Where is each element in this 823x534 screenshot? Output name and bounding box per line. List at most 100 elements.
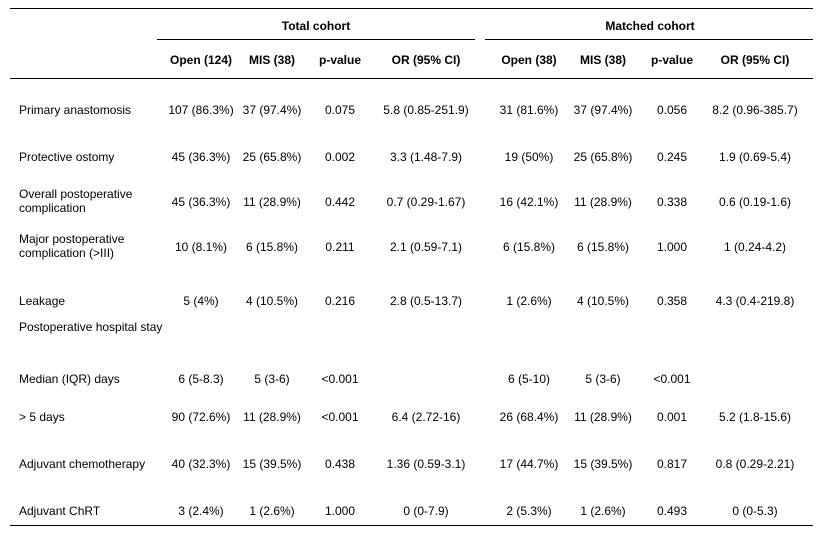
table-cell: 45 (36.3%) [171,150,231,164]
row-label-line: Major postoperative [19,232,125,246]
row-label: Adjuvant ChRT [19,504,100,518]
table-cell: 40 (32.3%) [171,457,231,471]
row-label: Adjuvant chemotherapy [19,457,145,471]
table-cell: 1.000 [324,504,356,518]
table-cell: 0.056 [656,103,688,117]
row-label-line: Leakage [19,294,66,308]
table-cell: 1 (0.24-4.2) [723,240,787,254]
header-rule [10,78,813,79]
table-cell: 0.211 [325,240,355,254]
table-cell: 4 (10.5%) [576,294,630,308]
row-label-line: complication (>III) [19,246,115,260]
row-label: Leakage [19,294,65,308]
table-cell: 11 (28.9%) [574,410,632,424]
table-cell: 6 (5-10) [507,372,551,386]
col-header: MIS (38) [248,53,296,67]
table-cell: 0.8 (0.29-2.21) [715,457,795,471]
table-cell: 17 (44.7%) [499,457,559,471]
row-label: Overall postoperative complication [19,187,132,215]
col-header: OR (95% CI) [720,53,790,67]
table-cell: 25 (65.8%) [242,150,302,164]
table-cell: 1 (2.6%) [249,504,295,518]
group-rule-total [157,39,475,40]
bottom-rule [10,525,813,526]
table-cell: 0.075 [324,103,356,117]
group-header-matched: Matched cohort [605,19,695,33]
table-cell: 15 (39.5%) [242,457,302,471]
row-label-line: Primary anastomosis [19,103,132,117]
table-cell: 37 (97.4%) [242,103,302,117]
row-label-line: Protective ostomy [19,150,115,164]
table-cell: 2.8 (0.5-13.7) [389,294,463,308]
table-cell: 31 (81.6%) [499,103,559,117]
table-cell: 2 (5.3%) [506,504,552,518]
table-cell: 0.438 [324,457,356,471]
table-cell: 26 (68.4%) [499,410,559,424]
table-cell: 0.7 (0.29-1.67) [386,195,466,209]
table-cell: 6.4 (2.72-16) [391,410,461,424]
table-cell: 0 (0-7.9) [403,504,449,518]
table-cell: 0.245 [656,150,688,164]
row-label-line: > 5 days [19,410,65,424]
table-cell: 45 (36.3%) [171,195,231,209]
table-cell: 1.36 (0.59-3.1) [386,457,466,471]
table-cell: 3 (2.4%) [178,504,224,518]
table-cell: 6 (5-8.3) [178,372,224,386]
results-table: Total cohort Matched cohort Open (124) M… [10,8,813,526]
table-cell: 107 (86.3%) [168,103,234,117]
table-cell: 0.442 [324,195,356,209]
col-header: MIS (38) [579,53,627,67]
table-cell: 0.338 [656,195,688,209]
table-cell: 16 (42.1%) [499,195,559,209]
col-header: p-value [318,53,362,67]
table-cell: 1.9 (0.69-5.4) [718,150,792,164]
group-rule-matched [485,39,813,40]
table-cell: 1.000 [656,240,688,254]
row-label-line: complication [19,201,86,215]
row-label: Median (IQR) days [19,372,120,386]
table-cell: 0.6 (0.19-1.6) [718,195,792,209]
table-cell: 6 (15.8%) [502,240,556,254]
table-cell: <0.001 [653,372,691,386]
top-rule [10,8,813,9]
table-cell: 11 (28.9%) [243,410,301,424]
table-cell: 19 (50%) [504,150,554,164]
row-label: > 5 days [19,410,65,424]
table-cell: 2.1 (0.59-7.1) [389,240,463,254]
table-cell: 1 (2.6%) [580,504,626,518]
row-label-line: Adjuvant ChRT [19,504,101,518]
table-cell: 25 (65.8%) [573,150,633,164]
table-cell: 5.8 (0.85-251.9) [383,103,469,117]
table-cell: 37 (97.4%) [573,103,633,117]
table-cell: 5.2 (1.8-15.6) [718,410,792,424]
row-label-line: Adjuvant chemotherapy [19,457,146,471]
table-cell: 8.2 (0.96-385.7) [712,103,798,117]
row-label: Protective ostomy [19,150,114,164]
row-label-line: Postoperative hospital stay [19,320,163,334]
table-cell: 0.358 [656,294,688,308]
table-cell: 11 (28.9%) [243,195,301,209]
table-cell: 0.493 [656,504,688,518]
row-label: Major postoperative complication (>III) [19,232,124,260]
table-cell: <0.001 [321,410,359,424]
table-cell: 4.3 (0.4-219.8) [715,294,795,308]
row-label-line: Overall postoperative [19,187,133,201]
table-cell: 0.216 [324,294,356,308]
row-label: Primary anastomosis [19,103,131,117]
col-header: OR (95% CI) [391,53,461,67]
table-cell: 5 (3-6) [585,372,621,386]
table-cell: 0.002 [324,150,356,164]
col-header: Open (38) [501,53,557,67]
table-cell: 90 (72.6%) [171,410,231,424]
table-cell: 0.001 [656,410,688,424]
col-header: p-value [650,53,694,67]
table-cell: 6 (15.8%) [576,240,630,254]
table-cell: <0.001 [321,372,359,386]
table-cell: 4 (10.5%) [245,294,299,308]
table-cell: 3.3 (1.48-7.9) [389,150,463,164]
table-cell: 6 (15.8%) [245,240,299,254]
row-label-line: Median (IQR) days [19,372,120,386]
table-cell: 15 (39.5%) [573,457,633,471]
col-header: Open (124) [169,53,233,67]
table-cell: 1 (2.6%) [506,294,552,308]
